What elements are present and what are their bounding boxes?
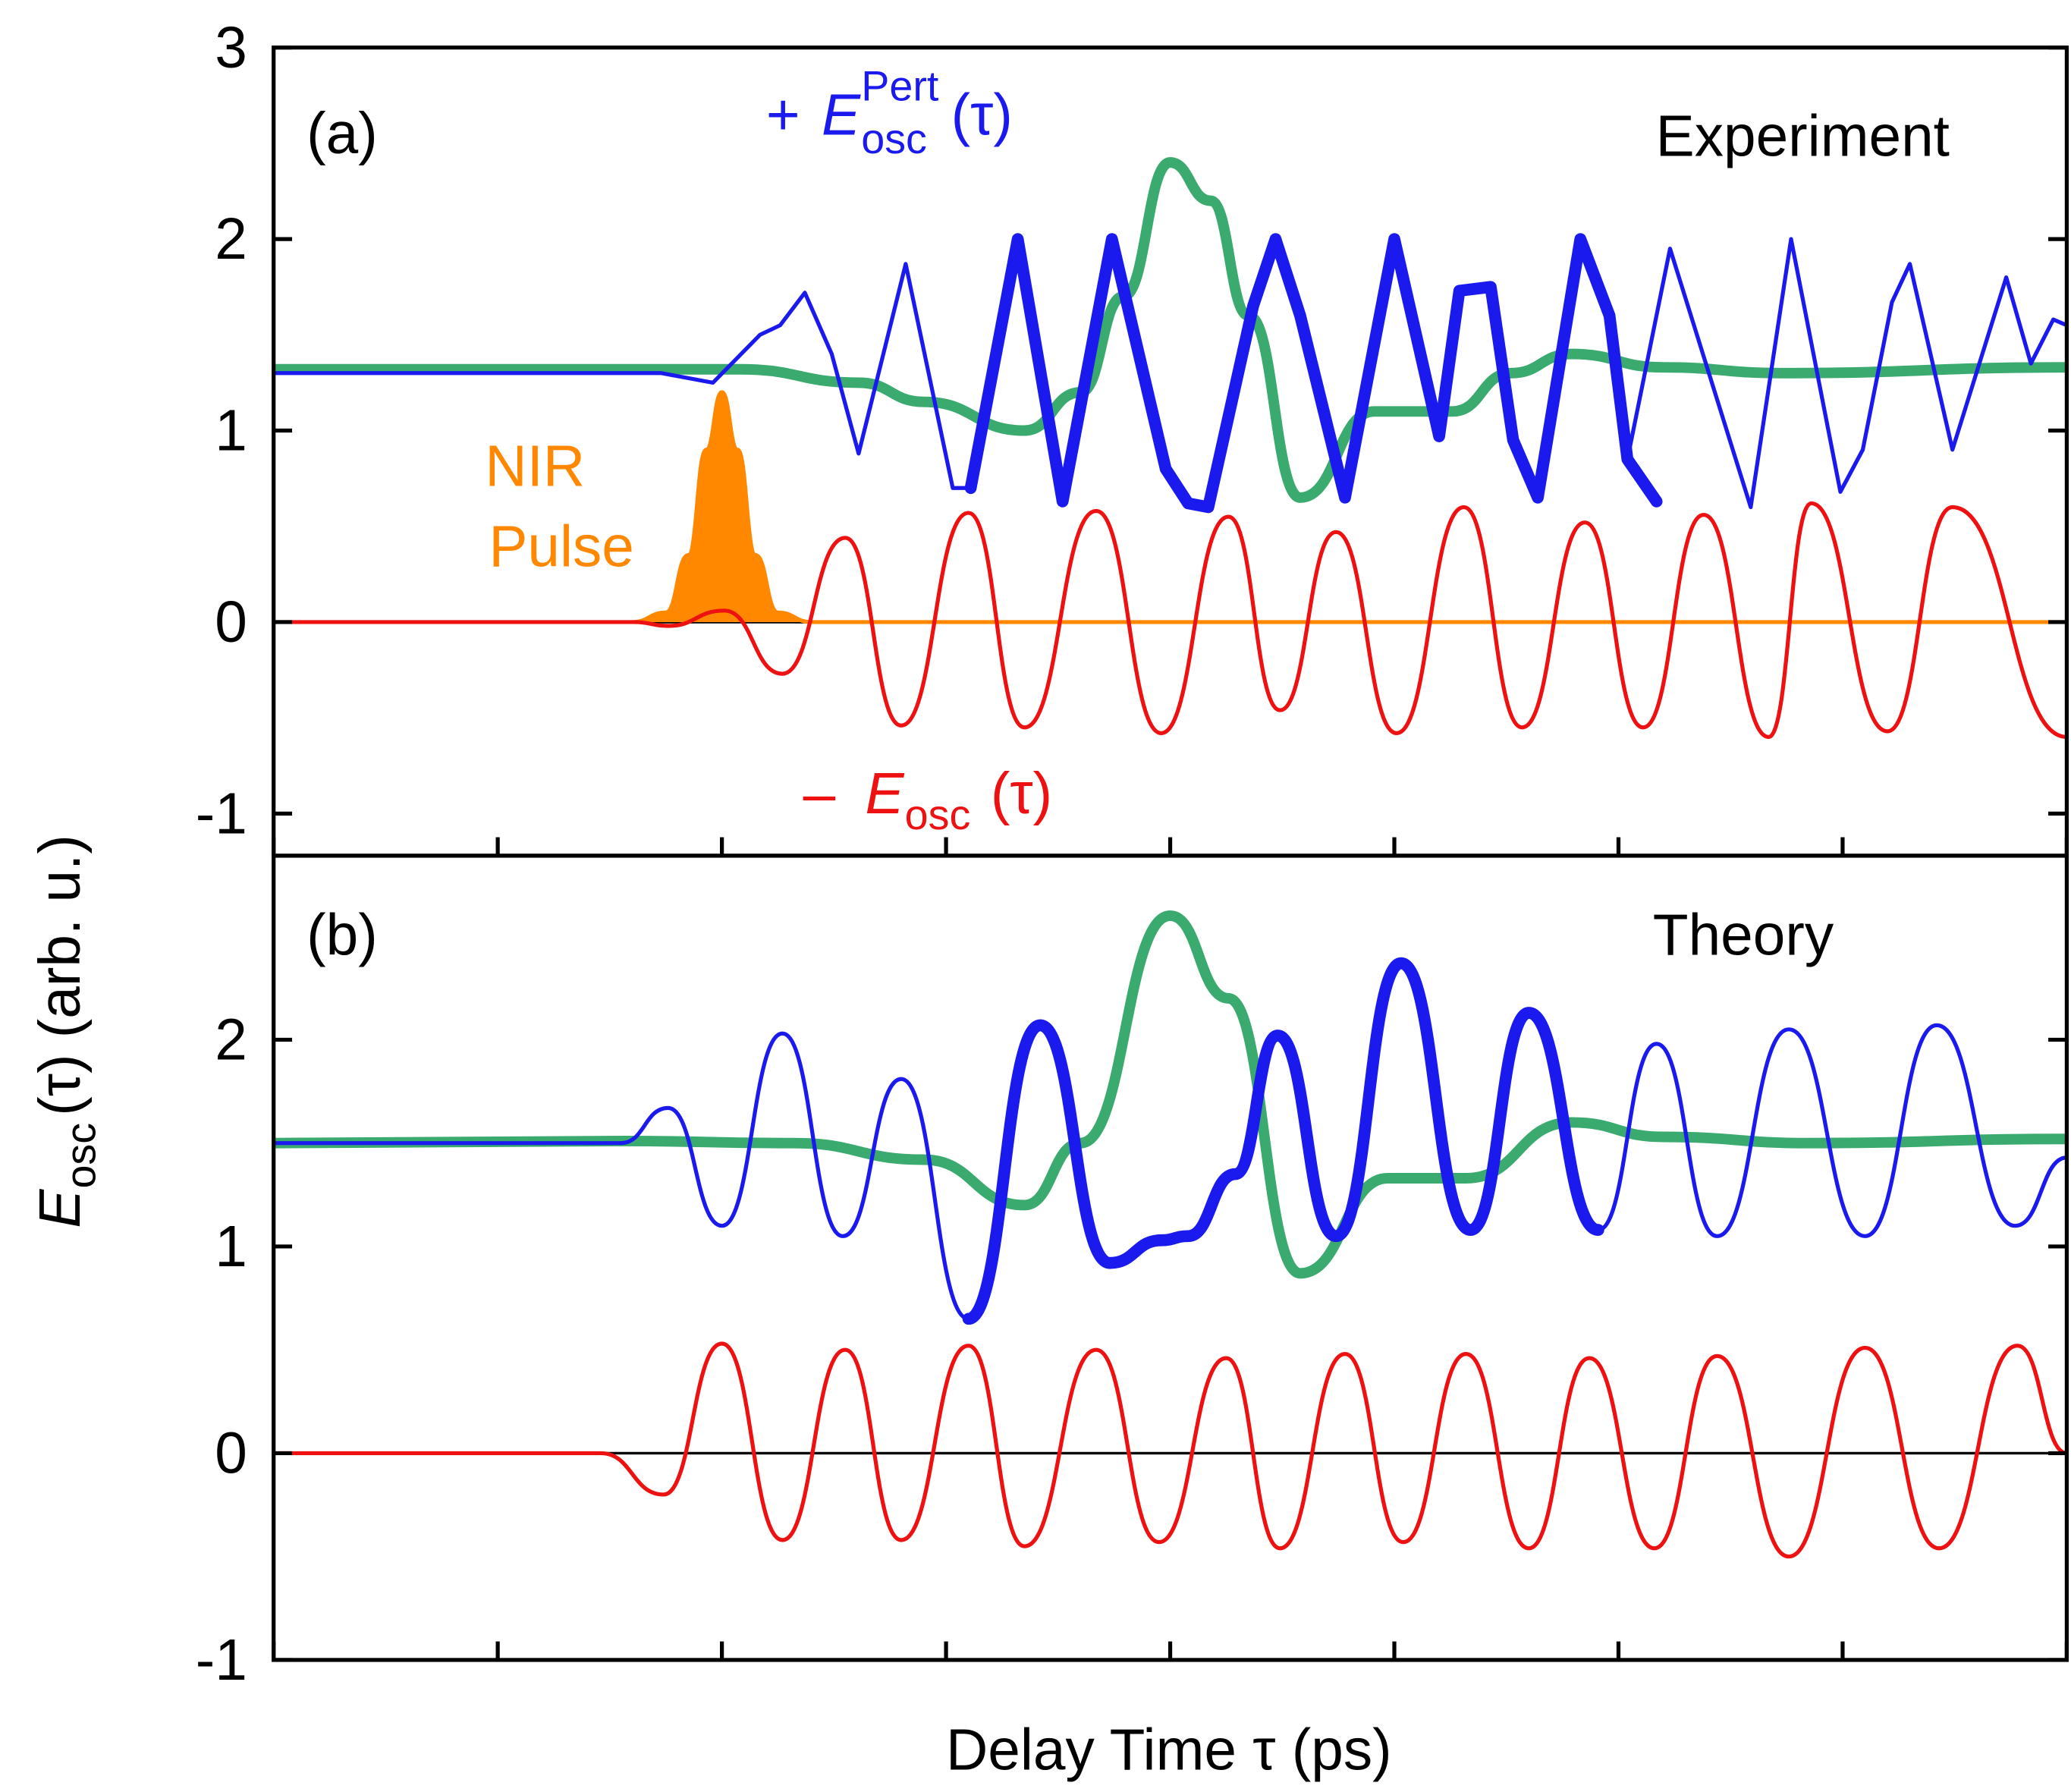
y-axis-title: E osc (τ) (arb. u.) xyxy=(28,835,105,1228)
annotation-sub: osc xyxy=(905,791,971,838)
axes: -1 0 1 2 3 -1 0 1 2 xyxy=(196,16,2069,1693)
line xyxy=(273,910,2067,1279)
annotation-plus: + E Pert osc (τ) xyxy=(766,62,1013,162)
annotation-symbol: E xyxy=(865,762,904,826)
annotation-minus: – E osc (τ) xyxy=(803,762,1052,838)
panel-title: Experiment xyxy=(1656,104,1950,168)
y-tick-label: 2 xyxy=(215,1008,247,1073)
line xyxy=(273,501,2067,740)
annotation-arg: (τ) xyxy=(951,83,1013,148)
annotation-sign: – xyxy=(803,762,836,826)
annotation-sign: + xyxy=(766,83,800,148)
y-tick-label: 1 xyxy=(215,399,247,464)
annotation-symbol: E xyxy=(822,83,861,148)
y-label-symbol: E xyxy=(28,1189,93,1228)
y-label-rest: (τ) (arb. u.) xyxy=(28,835,93,1116)
plot-area-b xyxy=(273,910,2067,1559)
annotation-arg: (τ) xyxy=(991,762,1052,826)
plot-area-a xyxy=(273,157,2067,740)
annotation-sub: osc xyxy=(861,115,927,162)
line xyxy=(630,390,2067,624)
y-tick-label: -1 xyxy=(196,781,247,846)
x-axis-title: Delay Time τ (ps) xyxy=(946,1718,1392,1782)
y-tick-label: 0 xyxy=(215,1422,247,1486)
line xyxy=(964,233,1663,514)
annotation: Pulse xyxy=(489,515,634,580)
panel-label: (a) xyxy=(306,102,378,166)
y-tick-label: 1 xyxy=(215,1215,247,1279)
y-tick-label: 0 xyxy=(215,590,247,655)
annotation: NIR xyxy=(485,435,585,499)
y-tick-label: 3 xyxy=(215,16,247,80)
line xyxy=(962,957,1604,1325)
y-tick-label: 2 xyxy=(215,207,247,272)
y-tick-label: -1 xyxy=(196,1628,247,1693)
frame xyxy=(272,854,2069,1662)
annotation-sup: Pert xyxy=(861,62,939,109)
y-label-sub: osc xyxy=(58,1123,105,1189)
panel-label: (b) xyxy=(306,903,378,967)
line xyxy=(273,1341,2067,1559)
panel-title: Theory xyxy=(1653,903,1834,967)
